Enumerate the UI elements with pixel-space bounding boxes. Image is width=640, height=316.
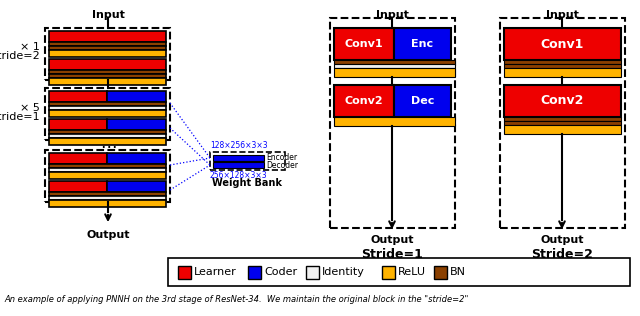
Text: 128×256×3×3: 128×256×3×3 xyxy=(210,141,268,150)
Bar xyxy=(500,18,625,228)
Text: Encoder: Encoder xyxy=(266,154,297,162)
Bar xyxy=(213,162,264,168)
Bar xyxy=(334,117,455,126)
Bar xyxy=(504,125,621,134)
Bar xyxy=(382,266,395,279)
Bar xyxy=(49,119,107,130)
Bar xyxy=(49,153,107,164)
Bar xyxy=(248,266,261,279)
Text: Stride=1: Stride=1 xyxy=(361,248,423,261)
Text: Input: Input xyxy=(545,10,579,20)
Bar xyxy=(107,153,166,164)
Text: Output: Output xyxy=(86,230,130,240)
Bar xyxy=(107,119,166,130)
Bar xyxy=(504,60,621,64)
Text: × 1: × 1 xyxy=(20,42,40,52)
Bar xyxy=(49,192,166,196)
Bar xyxy=(504,28,621,60)
Text: Output: Output xyxy=(371,235,413,245)
Bar xyxy=(45,28,170,80)
Text: Stride=2: Stride=2 xyxy=(0,51,40,61)
Text: Stride=1: Stride=1 xyxy=(0,112,40,122)
Bar xyxy=(49,46,166,50)
Bar xyxy=(107,181,166,192)
Bar xyxy=(504,121,621,125)
Bar xyxy=(49,138,166,145)
Text: Conv1: Conv1 xyxy=(540,38,584,51)
Text: Input: Input xyxy=(376,10,408,20)
Bar xyxy=(49,70,166,74)
Bar xyxy=(168,258,630,286)
Bar xyxy=(49,42,166,46)
Bar xyxy=(49,110,166,117)
Bar xyxy=(334,28,394,60)
Text: Conv1: Conv1 xyxy=(345,39,383,49)
Bar xyxy=(45,150,170,202)
Bar xyxy=(394,28,451,60)
Bar xyxy=(334,60,455,64)
Text: ReLU: ReLU xyxy=(398,267,426,277)
Bar xyxy=(49,134,166,138)
Bar xyxy=(504,64,621,68)
Text: An example of applying PNNH on the 3rd stage of ResNet-34.  We maintain the orig: An example of applying PNNH on the 3rd s… xyxy=(4,295,468,304)
Bar xyxy=(504,68,621,77)
Bar xyxy=(49,74,166,78)
Bar xyxy=(49,200,166,207)
Bar xyxy=(49,196,166,200)
Text: Weight Bank: Weight Bank xyxy=(212,178,282,188)
Text: Coder: Coder xyxy=(264,267,297,277)
Text: Learner: Learner xyxy=(194,267,237,277)
Bar xyxy=(45,88,170,140)
Bar xyxy=(210,152,285,170)
Bar xyxy=(330,18,455,228)
Bar xyxy=(213,155,264,161)
Bar xyxy=(334,85,394,117)
Bar xyxy=(394,85,451,117)
Bar xyxy=(334,64,455,68)
Bar xyxy=(434,266,447,279)
Bar xyxy=(49,31,166,42)
Bar xyxy=(178,266,191,279)
Bar xyxy=(49,106,166,110)
Bar xyxy=(49,91,107,102)
Bar xyxy=(504,85,621,117)
Text: Input: Input xyxy=(92,10,124,20)
Bar xyxy=(49,181,107,192)
Bar xyxy=(334,68,455,77)
Text: Stride=2: Stride=2 xyxy=(531,248,593,261)
Text: Identity: Identity xyxy=(322,267,365,277)
Bar xyxy=(49,130,166,134)
Text: Decoder: Decoder xyxy=(266,161,298,169)
Bar xyxy=(49,168,166,172)
Bar xyxy=(49,78,166,85)
Text: Dec: Dec xyxy=(411,96,434,106)
Text: Conv2: Conv2 xyxy=(345,96,383,106)
Text: …: … xyxy=(100,134,116,152)
Text: 256×128×3×3: 256×128×3×3 xyxy=(210,171,268,180)
Bar xyxy=(107,91,166,102)
Text: Conv2: Conv2 xyxy=(540,94,584,107)
Bar xyxy=(49,172,166,179)
Bar xyxy=(504,117,621,121)
Bar xyxy=(306,266,319,279)
Bar xyxy=(49,164,166,168)
Bar xyxy=(49,59,166,70)
Bar xyxy=(49,102,166,106)
Text: Enc: Enc xyxy=(412,39,433,49)
Text: × 5: × 5 xyxy=(20,103,40,113)
Bar xyxy=(49,50,166,57)
Text: Output: Output xyxy=(540,235,584,245)
Text: BN: BN xyxy=(450,267,466,277)
